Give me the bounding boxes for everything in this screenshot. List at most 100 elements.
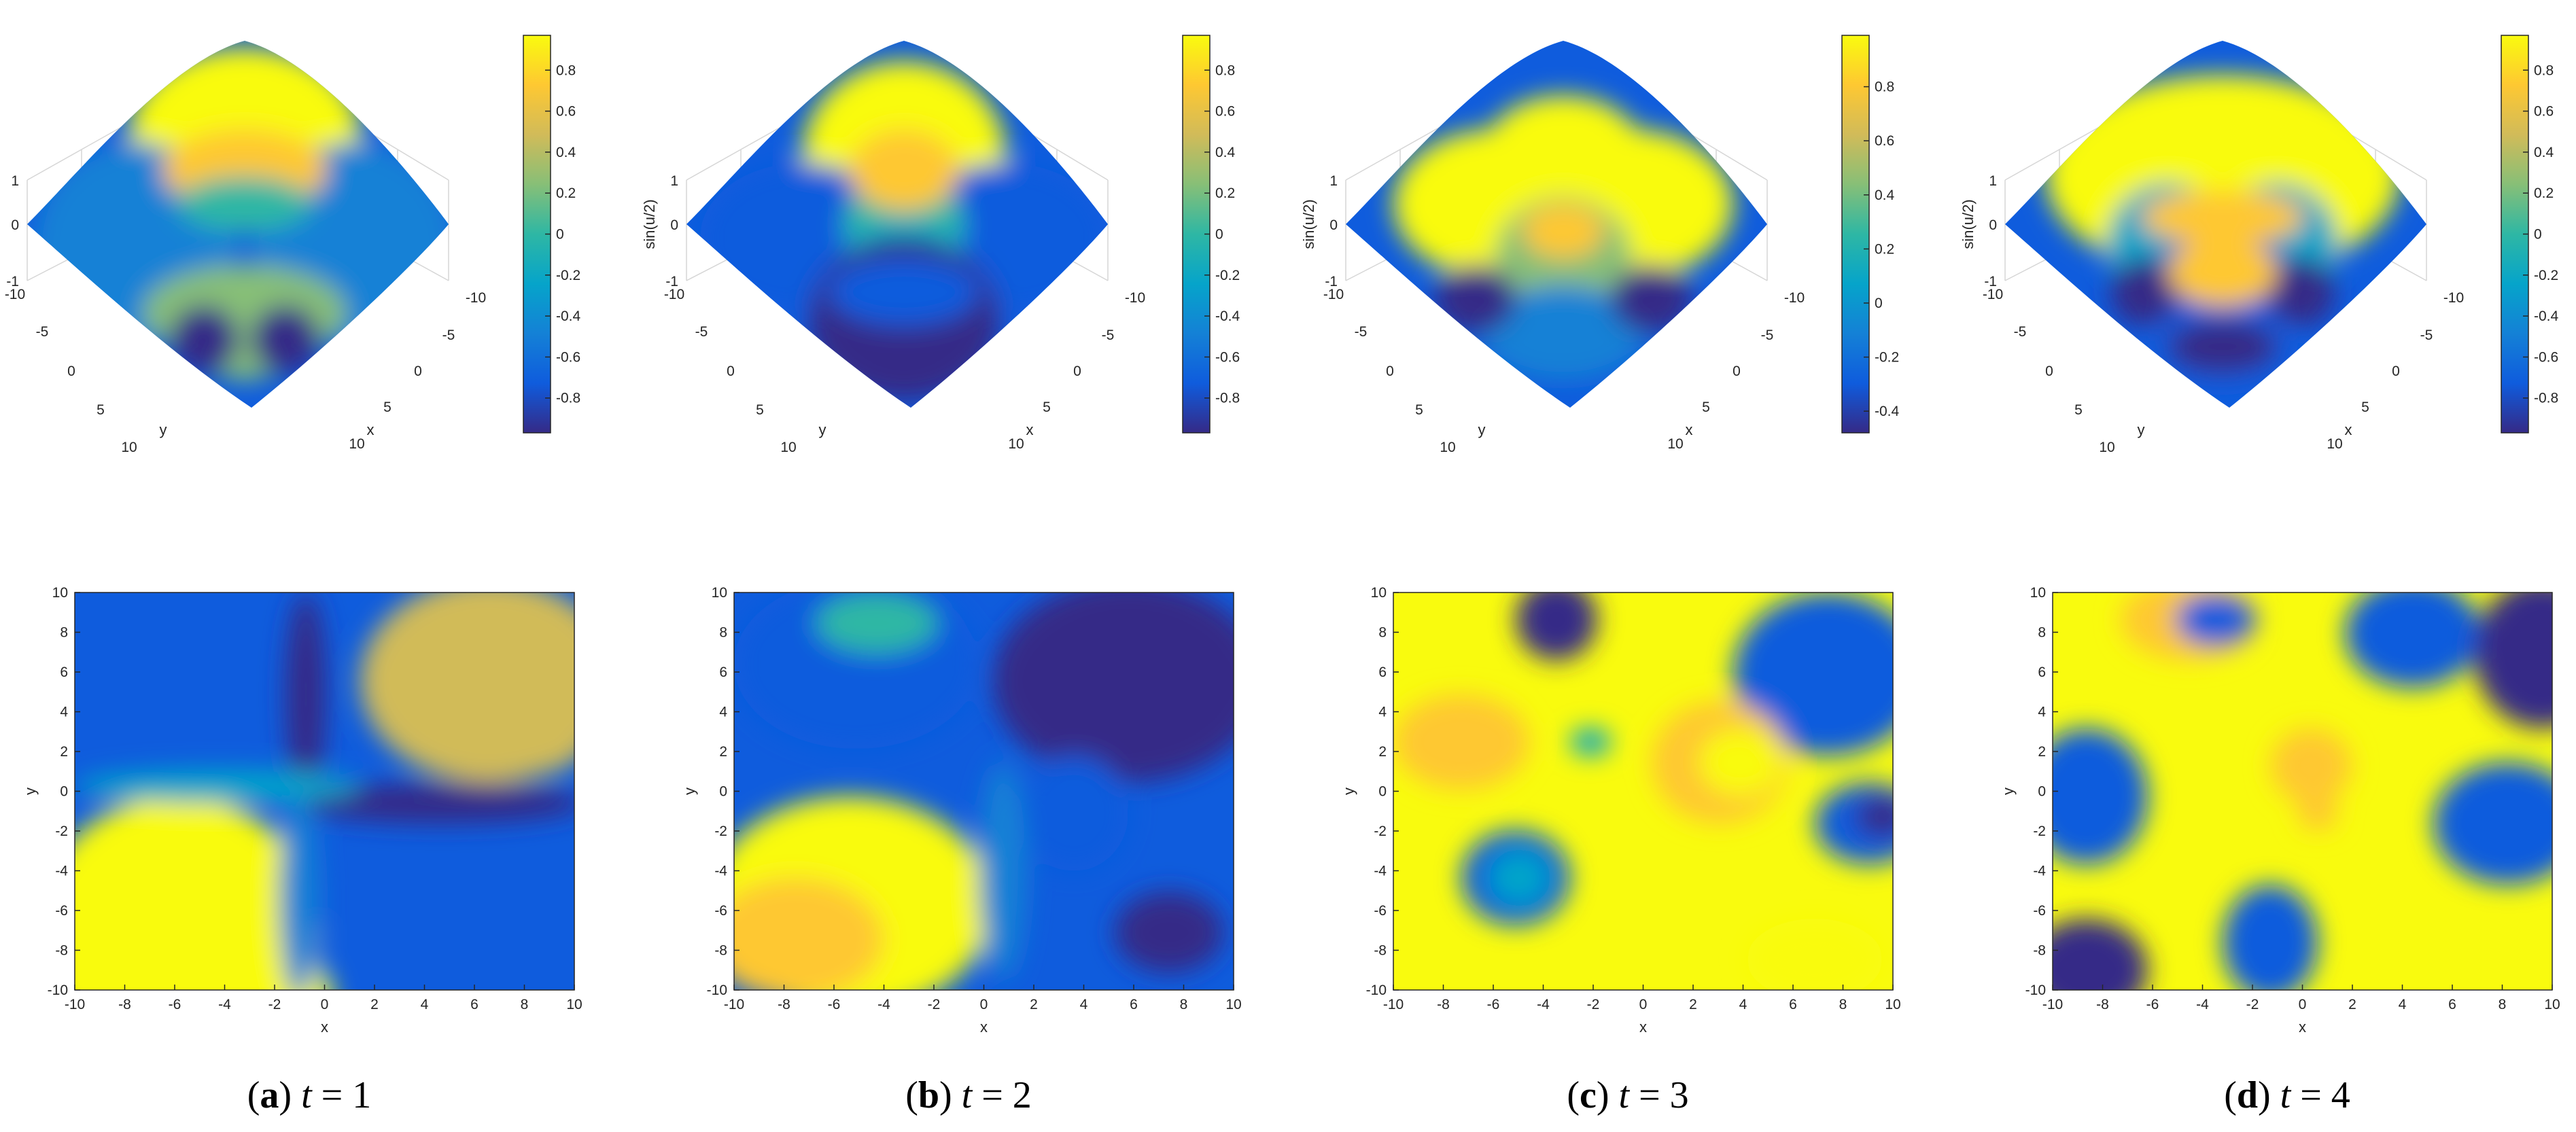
y-tick: -6: [714, 903, 727, 919]
colorbar-tick: 0.2: [1875, 241, 1894, 257]
heatmap-patch: [285, 592, 326, 796]
y-tick: 4: [1378, 705, 1387, 720]
x-tick: -8: [778, 997, 790, 1012]
colorbar-tick: -0.4: [2534, 308, 2559, 324]
caption-letter: d: [2237, 1074, 2258, 1116]
colorbar-tick: 0.4: [1875, 188, 1895, 203]
y-tick: 0: [60, 784, 68, 800]
x-tick: 6: [470, 997, 478, 1012]
x-tick: 5: [383, 400, 391, 415]
x-tick: -4: [218, 997, 231, 1012]
y-axis-label: y: [2138, 421, 2145, 438]
x-tick: -10: [724, 997, 744, 1012]
x-tick: 10: [349, 436, 364, 452]
x-tick: 6: [2448, 997, 2456, 1012]
colorbar-tick: 0.6: [1215, 104, 1235, 120]
heatmap-patch: [2270, 728, 2352, 803]
x-tick: -4: [2196, 997, 2209, 1012]
heatmap-patch: [75, 769, 360, 803]
x-tick: 4: [1739, 997, 1747, 1012]
heatmap-patch: [75, 796, 319, 990]
colorbar-tick: 0.2: [556, 185, 576, 201]
z-tick: 1: [670, 173, 678, 189]
y-tick: -8: [55, 943, 68, 959]
heatmap-panel-d: -10 -8 -6 -4 -2 0 2 4 6 8 10 -10 -8 -6 -4 -2 0 2 4 6 8 10 x y: [2000, 585, 2560, 1036]
y-tick: 10: [52, 585, 68, 601]
colorbar-tick: 0.6: [2534, 104, 2554, 120]
heatmap-shading: [734, 592, 1234, 990]
heatmap-patch: [1856, 796, 1893, 837]
y-tick: -8: [2033, 943, 2046, 959]
y-tick: -5: [1355, 324, 1368, 340]
caption-close: ): [2258, 1074, 2280, 1116]
y-tick: 4: [719, 705, 727, 720]
x-tick: -5: [2420, 328, 2433, 343]
surface-patch: [2267, 258, 2335, 326]
y-tick: -4: [1374, 864, 1387, 879]
x-tick: -4: [1537, 997, 1550, 1012]
colorbar-tick: 0.2: [1215, 185, 1235, 201]
z-tick: 1: [1329, 173, 1338, 189]
y-tick: -6: [2033, 903, 2046, 919]
x-tick: 0: [1073, 364, 1081, 379]
y-tick: -8: [714, 943, 727, 959]
x-tick: -2: [268, 997, 281, 1012]
caption-close: ): [939, 1074, 962, 1116]
x-tick: 4: [2399, 997, 2407, 1012]
x-tick: -10: [1125, 290, 1145, 306]
x-tick: 2: [1030, 997, 1038, 1012]
x-tick: 0: [1639, 997, 1648, 1012]
surface-patch: [1434, 265, 1516, 333]
y-tick: 6: [60, 665, 68, 680]
x-tick: 10: [2327, 436, 2342, 452]
x-tick: 0: [321, 997, 329, 1012]
y-tick: 2: [60, 744, 68, 760]
x-tick: -10: [1784, 290, 1805, 306]
heatmap-patch: [2345, 592, 2481, 688]
heatmap-patch: [455, 694, 574, 776]
z-tick: 1: [1989, 173, 1997, 189]
caption-equation: = 2: [972, 1074, 1032, 1116]
colorbar-tick: -0.6: [556, 349, 580, 365]
caption-paren: (: [2224, 1074, 2237, 1116]
surface-panel-d: -101sin(u/2)-10-50510y-10-50510x-0.8-0.6…: [1960, 35, 2559, 455]
y-tick: 0: [1378, 784, 1387, 800]
surface-shading: [700, 61, 1108, 401]
heatmap-patch: [1747, 919, 1883, 990]
y-tick: 10: [780, 440, 796, 455]
caption-close: ): [279, 1074, 301, 1116]
x-tick: -6: [828, 997, 841, 1012]
y-tick: -4: [55, 864, 68, 879]
x-tick: 0: [414, 364, 422, 379]
colorbar-tick: -0.2: [556, 268, 580, 283]
x-tick: 2: [1689, 997, 1697, 1012]
caption-letter: a: [260, 1074, 279, 1116]
y-tick: -10: [2025, 983, 2046, 998]
x-tick: 10: [566, 997, 582, 1012]
caption-variable: t: [962, 1074, 973, 1116]
colorbar-tick: 0.6: [556, 104, 576, 120]
heatmap-patch: [1733, 592, 1893, 756]
y-tick: 8: [2038, 625, 2046, 641]
surface-patch: [1611, 265, 1692, 333]
y-tick: 0: [67, 364, 75, 379]
heatmap-patch: [279, 796, 319, 990]
caption-letter: c: [1580, 1074, 1597, 1116]
heatmap-patch: [2297, 796, 2338, 830]
heatmap-patch: [992, 592, 1234, 783]
colorbar-tick: -0.2: [1875, 350, 1899, 366]
x-tick: -10: [466, 290, 486, 306]
surface-body: [1346, 41, 1767, 408]
x-tick: 8: [1180, 997, 1188, 1012]
y-tick: -4: [2033, 864, 2046, 879]
y-tick: -2: [2033, 824, 2046, 839]
y-tick: 8: [1378, 625, 1387, 641]
y-tick: 10: [121, 440, 137, 455]
x-tick: 2: [2348, 997, 2356, 1012]
heatmap-patch: [1393, 694, 1529, 790]
surface-shading: [1393, 95, 1733, 381]
surface-panel-b: -101sin(u/2)-10-50510y-10-50510x-0.8-0.6…: [641, 35, 1240, 455]
z-tick: 0: [1989, 217, 1997, 233]
y-tick: 0: [1386, 364, 1394, 379]
x-tick: 5: [1043, 400, 1051, 415]
